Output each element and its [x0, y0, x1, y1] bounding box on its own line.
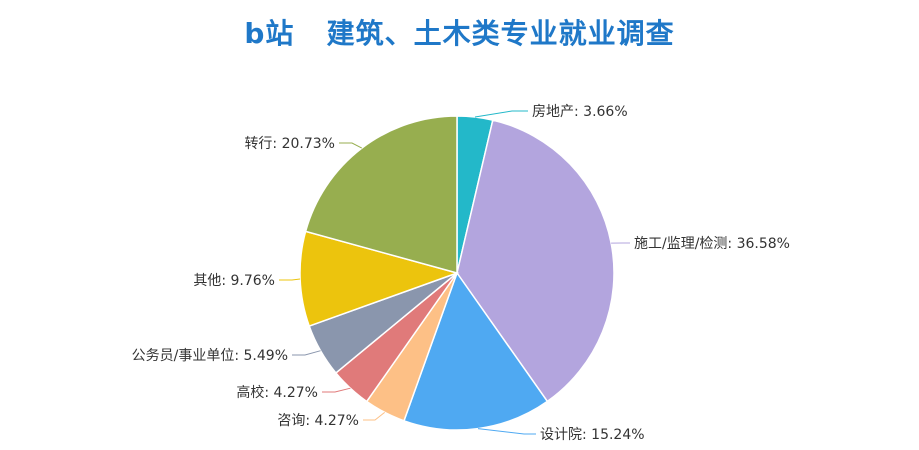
- slice-label-5: 高校: 4.27%: [236, 384, 318, 401]
- leader-line-5: [322, 387, 351, 393]
- leader-line-4: [363, 412, 386, 421]
- slice-label-8: 转行: 20.73%: [244, 136, 335, 152]
- pie-slice-8: [304, 115, 458, 274]
- leader-line-6: [292, 350, 321, 356]
- slice-label-1: 房地产: 3.66%: [532, 104, 628, 120]
- pie-slices: [299, 115, 615, 431]
- pie-slice-2: [456, 119, 615, 403]
- leader-line-3: [477, 428, 536, 435]
- slice-labels: 房地产: 3.66% 施工/监理/检测: 36.58% 设计院: 15.24% 咨询:…: [132, 104, 790, 443]
- slice-label-6: 公务员/事业单位: 5.49%: [132, 348, 288, 364]
- leader-line-7: [279, 278, 301, 281]
- slice-label-2: 施工/监理/检测: 36.58%: [634, 236, 790, 252]
- leader-lines: [279, 110, 630, 435]
- pie-slice-7: [299, 230, 460, 328]
- leader-line-1: [474, 110, 528, 118]
- slice-label-4: 咨询: 4.27%: [277, 413, 359, 429]
- slice-label-3: 设计院: 15.24%: [540, 427, 645, 443]
- leader-line-8: [339, 142, 363, 149]
- chart-title: b站 建筑、土木类专业就业调查: [244, 17, 675, 50]
- slice-label-7: 其他: 9.76%: [193, 273, 275, 289]
